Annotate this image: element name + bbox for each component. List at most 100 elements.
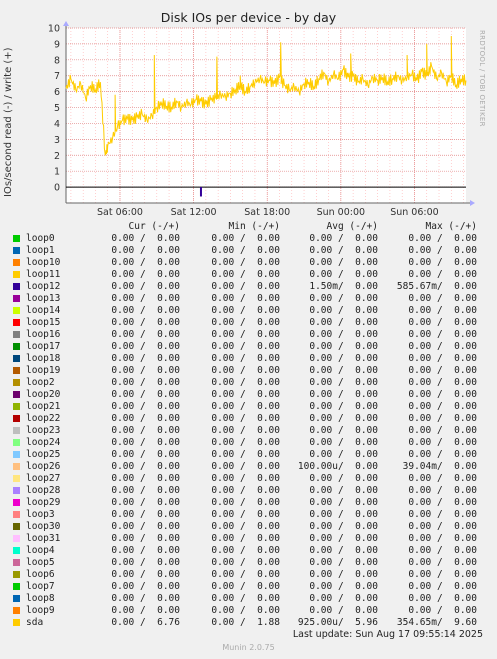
- legend-value-max: 0.00 / 0.00: [408, 305, 477, 316]
- legend-row-loop25: loop25 0.00 / 0.00 0.00 / 0.00 0.00 / 0.00 0…: [0, 449, 497, 461]
- legend-value-avg: 0.00 / 0.00: [309, 545, 378, 556]
- legend-value-cur: 0.00 / 0.00: [111, 353, 180, 364]
- legend-row-loop23: loop23 0.00 / 0.00 0.00 / 0.00 0.00 / 0.00 0…: [0, 425, 497, 437]
- legend-value-avg: 0.00 / 0.00: [309, 317, 378, 328]
- legend-device-name: loop4: [26, 545, 55, 556]
- legend-device-name: loop27: [26, 473, 61, 484]
- legend-value-cur: 0.00 / 0.00: [111, 377, 180, 388]
- legend-value-avg: 0.00 / 0.00: [309, 581, 378, 592]
- legend-value-cur: 0.00 / 0.00: [111, 425, 180, 436]
- legend-value-avg: 0.00 / 0.00: [309, 521, 378, 532]
- legend-row-loop5: loop5 0.00 / 0.00 0.00 / 0.00 0.00 / 0.00 0.…: [0, 557, 497, 569]
- legend-value-avg: 0.00 / 0.00: [309, 377, 378, 388]
- legend-swatch: [13, 331, 20, 338]
- legend-swatch: [13, 271, 20, 278]
- legend-swatch: [13, 379, 20, 386]
- legend-value-avg: 0.00 / 0.00: [309, 269, 378, 280]
- legend-row-loop2: loop2 0.00 / 0.00 0.00 / 0.00 0.00 / 0.00 0.…: [0, 377, 497, 389]
- legend-device-name: loop31: [26, 533, 61, 544]
- legend-row-loop14: loop14 0.00 / 0.00 0.00 / 0.00 0.00 / 0.00 0…: [0, 305, 497, 317]
- legend-swatch: [13, 475, 20, 482]
- legend-device-name: loop24: [26, 437, 61, 448]
- legend-value-min: 0.00 / 1.88: [211, 617, 280, 628]
- series-line-sda: [65, 35, 467, 156]
- y-axis-arrow: [63, 21, 69, 26]
- legend-value-min: 0.00 / 0.00: [211, 245, 280, 256]
- legend-value-max: 0.00 / 0.00: [408, 353, 477, 364]
- legend-value-cur: 0.00 / 0.00: [111, 413, 180, 424]
- legend-row-loop13: loop13 0.00 / 0.00 0.00 / 0.00 0.00 / 0.00 0…: [0, 293, 497, 305]
- legend-device-name: loop12: [26, 281, 61, 292]
- legend-value-cur: 0.00 / 0.00: [111, 521, 180, 532]
- legend-device-name: loop7: [26, 581, 55, 592]
- legend-value-min: 0.00 / 0.00: [211, 461, 280, 472]
- legend-value-cur: 0.00 / 0.00: [111, 281, 180, 292]
- legend-value-max: 0.00 / 0.00: [408, 605, 477, 616]
- legend-value-avg: 0.00 / 0.00: [309, 257, 378, 268]
- legend-row-loop7: loop7 0.00 / 0.00 0.00 / 0.00 0.00 / 0.00 0.…: [0, 581, 497, 593]
- legend-value-avg: 0.00 / 0.00: [309, 413, 378, 424]
- legend-value-max: 0.00 / 0.00: [408, 257, 477, 268]
- legend-value-avg: 0.00 / 0.00: [309, 605, 378, 616]
- legend-value-cur: 0.00 / 0.00: [111, 269, 180, 280]
- legend-value-cur: 0.00 / 0.00: [111, 569, 180, 580]
- chart-title: Disk IOs per device - by day: [160, 10, 337, 25]
- legend-device-name: loop11: [26, 269, 61, 280]
- legend-header-min: Min (-/+): [228, 221, 280, 232]
- legend-row-loop12: loop12 0.00 / 0.00 0.00 / 0.00 1.50m/ 0.00 5…: [0, 281, 497, 293]
- legend-swatch: [13, 415, 20, 422]
- legend-device-name: loop15: [26, 317, 61, 328]
- legend-device-name: loop17: [26, 341, 61, 352]
- legend-device-name: loop22: [26, 413, 61, 424]
- legend-value-avg: 0.00 / 0.00: [309, 485, 378, 496]
- y-tick-label: 7: [54, 71, 60, 82]
- legend-value-min: 0.00 / 0.00: [211, 365, 280, 376]
- legend-value-cur: 0.00 / 0.00: [111, 245, 180, 256]
- legend-value-cur: 0.00 / 0.00: [111, 581, 180, 592]
- legend-value-avg: 0.00 / 0.00: [309, 509, 378, 520]
- legend-row-loop9: loop9 0.00 / 0.00 0.00 / 0.00 0.00 / 0.00 0.…: [0, 605, 497, 617]
- legend-value-min: 0.00 / 0.00: [211, 377, 280, 388]
- legend-value-max: 0.00 / 0.00: [408, 329, 477, 340]
- legend-value-cur: 0.00 / 0.00: [111, 605, 180, 616]
- legend-value-cur: 0.00 / 0.00: [111, 593, 180, 604]
- legend-value-min: 0.00 / 0.00: [211, 569, 280, 580]
- legend-row-loop4: loop4 0.00 / 0.00 0.00 / 0.00 0.00 / 0.00 0.…: [0, 545, 497, 557]
- legend-value-cur: 0.00 / 0.00: [111, 401, 180, 412]
- legend-swatch: [13, 235, 20, 242]
- legend-value-min: 0.00 / 0.00: [211, 293, 280, 304]
- legend-swatch: [13, 391, 20, 398]
- legend-value-max: 0.00 / 0.00: [408, 269, 477, 280]
- legend-value-avg: 0.00 / 0.00: [309, 353, 378, 364]
- legend-value-avg: 0.00 / 0.00: [309, 305, 378, 316]
- legend-value-cur: 0.00 / 0.00: [111, 257, 180, 268]
- legend-device-name: loop29: [26, 497, 61, 508]
- legend-swatch: [13, 595, 20, 602]
- legend-device-name: loop10: [26, 257, 61, 268]
- legend-swatch: [13, 559, 20, 566]
- legend-swatch: [13, 451, 20, 458]
- chart-plot: Sat 06:00 Sat 12:00 Sat 18:00 Sun 00:00 Sun …: [48, 21, 475, 218]
- legend-value-avg: 0.00 / 0.00: [309, 293, 378, 304]
- legend-value-min: 0.00 / 0.00: [211, 401, 280, 412]
- legend-value-avg: 0.00 / 0.00: [309, 233, 378, 244]
- legend-row-loop11: loop11 0.00 / 0.00 0.00 / 0.00 0.00 / 0.00 0…: [0, 269, 497, 281]
- legend-value-max: 0.00 / 0.00: [408, 425, 477, 436]
- legend-swatch: [13, 499, 20, 506]
- legend-row-loop16: loop16 0.00 / 0.00 0.00 / 0.00 0.00 / 0.00 0…: [0, 329, 497, 341]
- legend-swatch: [13, 427, 20, 434]
- legend-device-name: loop20: [26, 389, 61, 400]
- legend-value-max: 0.00 / 0.00: [408, 401, 477, 412]
- legend-swatch: [13, 439, 20, 446]
- legend-value-avg: 0.00 / 0.00: [309, 557, 378, 568]
- legend-value-avg: 0.00 / 0.00: [309, 593, 378, 604]
- legend-device-name: loop26: [26, 461, 61, 472]
- last-update-text: Last update: Sun Aug 17 09:55:14 2025: [292, 629, 483, 640]
- legend-swatch: [13, 367, 20, 374]
- legend-value-avg: 0.00 / 0.00: [309, 437, 378, 448]
- legend-swatch: [13, 571, 20, 578]
- legend-value-avg: 0.00 / 0.00: [309, 569, 378, 580]
- legend-value-avg: 0.00 / 0.00: [309, 341, 378, 352]
- legend-value-min: 0.00 / 0.00: [211, 449, 280, 460]
- y-tick-label: 9: [54, 39, 60, 50]
